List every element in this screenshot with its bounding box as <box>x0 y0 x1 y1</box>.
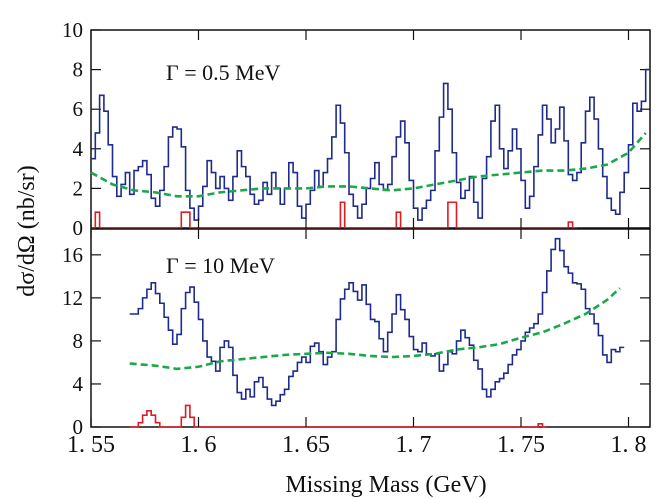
panel-gamma-0p5: 0 2 4 6 8 10 <box>62 18 651 240</box>
x-tick-label: 1. 7 <box>396 432 432 458</box>
y-tick-label: 0 <box>73 216 84 240</box>
x-tick-label: 1. 75 <box>497 432 545 458</box>
y-tick-label: 16 <box>62 243 83 267</box>
y-tick-label: 10 <box>62 18 83 42</box>
data-histogram <box>129 237 625 407</box>
x-tick-label: 1. 8 <box>611 432 647 458</box>
x-tick-label: 1. 55 <box>67 432 115 458</box>
y-tick-label: 2 <box>73 176 84 200</box>
y-tick-label: 6 <box>73 97 84 121</box>
y-tick-label: 0 <box>73 415 84 439</box>
y-tick-label: 8 <box>73 329 84 353</box>
data-histogram <box>91 68 650 221</box>
panel-label-gamma-0p5: Γ = 0.5 MeV <box>166 60 280 85</box>
signal-histogram <box>91 201 577 229</box>
y-tick-label: 4 <box>73 372 84 396</box>
x-tick-label: 1. 6 <box>181 432 217 458</box>
y-tick-label: 4 <box>73 137 84 161</box>
x-axis-title: Missing Mass (GeV) <box>285 472 486 498</box>
x-axis-ticks: 1. 55 1. 6 1. 65 1. 7 1. 75 1. 8 <box>67 30 647 458</box>
y-tick-label: 12 <box>62 286 83 310</box>
signal-histogram <box>129 404 547 428</box>
panel-gamma-10: 0 4 8 12 16 <box>62 228 651 439</box>
y-tick-label: 8 <box>73 58 84 82</box>
background-curve <box>129 287 621 371</box>
x-tick-label: 1. 65 <box>282 432 330 458</box>
y-axis-title: dσ/dΩ (nb/sr) <box>14 165 40 296</box>
background-curve <box>90 132 647 198</box>
panel-label-gamma-10: Γ = 10 MeV <box>166 253 275 278</box>
